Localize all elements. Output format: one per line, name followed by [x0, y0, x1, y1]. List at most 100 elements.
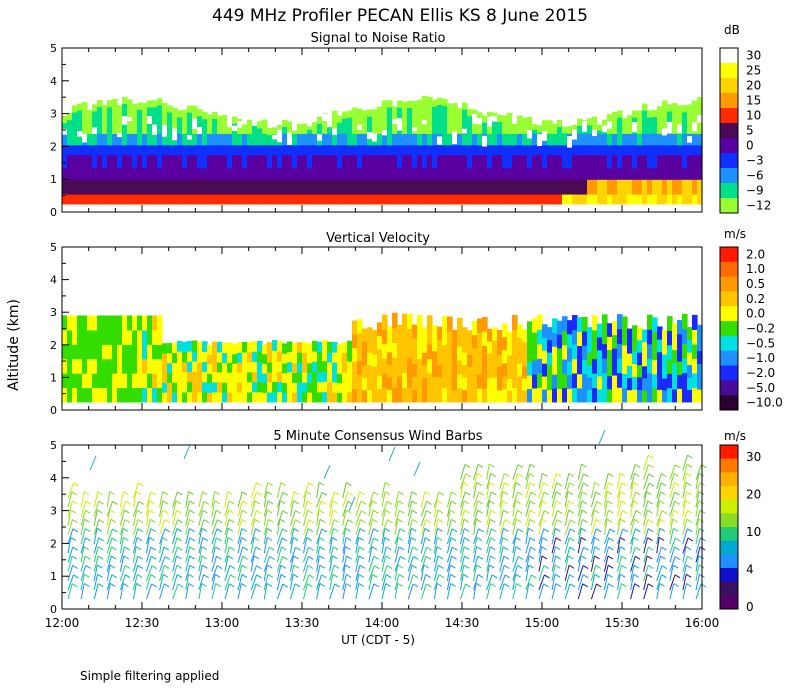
wind-barb: [525, 574, 532, 591]
snr-cell: [217, 141, 223, 156]
wind-barb: [512, 464, 519, 480]
snr-cell: [327, 150, 333, 169]
velocity-cell: [242, 351, 248, 363]
velocity-cell: [447, 359, 453, 375]
snr-cell: [332, 143, 338, 156]
wind-barb-flag: [398, 491, 404, 496]
wind-barb-flag: [606, 491, 613, 495]
velocity-cell: [77, 387, 83, 403]
velocity-cell: [667, 344, 673, 360]
snr-cell: [357, 115, 363, 134]
snr-cell: [142, 150, 148, 169]
wind-barb: [388, 446, 396, 462]
velocity-cell: [392, 342, 398, 358]
wind-barb-flag: [593, 509, 600, 514]
velocity-cell: [662, 330, 668, 343]
velocity-cell: [67, 358, 73, 374]
velocity-cell: [697, 324, 703, 339]
wind-barb: [119, 546, 126, 563]
wind-barb-flag: [124, 509, 130, 514]
wind-barb-flag: [583, 482, 589, 487]
wind-barb-flag: [97, 573, 103, 578]
snr-cell: [232, 116, 238, 124]
snr-cell: [302, 151, 308, 169]
wind-barb-flag: [464, 537, 470, 542]
wind-barb-flag: [162, 509, 169, 514]
wind-barb: [342, 564, 346, 581]
velocity-cell: [612, 334, 618, 349]
velocity-cell: [612, 361, 618, 376]
wind-barb: [630, 583, 636, 600]
snr-cell: [367, 193, 373, 205]
wind-barb-flag: [374, 565, 380, 570]
snr-cell: [232, 179, 238, 195]
snr-cell: [652, 109, 658, 117]
snr-cell: [147, 116, 153, 124]
wind-barb: [682, 546, 687, 563]
colorbar-swatch: [720, 63, 738, 79]
colorbar-label: 4: [746, 563, 754, 577]
wind-barb-flag: [345, 482, 352, 486]
wind-barb: [420, 519, 427, 536]
velocity-cell: [307, 382, 313, 393]
snr-cell: [697, 114, 703, 123]
wind-barb: [106, 574, 113, 591]
snr-cell: [647, 166, 653, 180]
wind-barb-flag: [581, 500, 588, 505]
wind-barb-flag: [619, 472, 626, 477]
snr-cell: [382, 151, 388, 169]
velocity-cell: [117, 344, 123, 360]
snr-cell: [482, 115, 488, 123]
velocity-cell: [337, 392, 343, 403]
snr-cell: [217, 179, 223, 195]
velocity-cell: [397, 324, 403, 339]
snr-cell: [642, 179, 648, 195]
velocity-cell: [662, 377, 668, 391]
wind-barb: [224, 546, 230, 563]
wind-barb-flag: [269, 556, 275, 560]
wind-barb: [342, 555, 348, 572]
wind-barb-flag: [568, 564, 575, 569]
wind-barb: [590, 501, 598, 517]
snr-cell: [557, 126, 563, 134]
wind-barb-flag: [386, 546, 392, 551]
snr-cell: [182, 179, 188, 195]
snr-cell: [77, 130, 83, 146]
wind-barb: [276, 528, 283, 545]
wind-barb: [512, 500, 516, 517]
velocity-cell: [262, 344, 268, 355]
snr-cell: [107, 179, 113, 195]
wind-barb: [420, 583, 427, 600]
snr-cell: [677, 124, 683, 133]
snr-cell: [267, 164, 273, 180]
wind-barb: [93, 519, 100, 536]
wind-barb: [146, 528, 152, 545]
wind-barb-flag: [253, 537, 260, 541]
wind-barb: [695, 564, 700, 581]
velocity-cell: [582, 359, 588, 375]
wind-barb-flag: [72, 519, 78, 523]
wind-barb: [172, 583, 179, 600]
velocity-cell: [552, 346, 558, 361]
wind-barb: [303, 547, 309, 563]
wind-barb-flag: [580, 555, 587, 560]
velocity-cell: [287, 381, 293, 393]
snr-cell: [562, 142, 568, 156]
wind-barb: [512, 491, 519, 508]
snr-cell: [552, 165, 558, 180]
wind-barb-flag: [307, 564, 314, 569]
wind-barb: [420, 556, 427, 572]
x-tick-label: 14:00: [365, 616, 400, 630]
colorbar-label: −3: [746, 154, 764, 168]
velocity-cell: [462, 389, 468, 403]
wind-barb-flag: [123, 583, 129, 587]
wind-barb: [656, 491, 661, 508]
wind-barb-flag: [608, 537, 614, 542]
snr-cell: [137, 102, 143, 110]
wind-barb-flag: [293, 500, 299, 505]
velocity-cell: [322, 360, 328, 372]
velocity-cell: [562, 359, 568, 374]
snr-cell: [477, 179, 483, 195]
wind-barb-flag: [216, 537, 222, 542]
